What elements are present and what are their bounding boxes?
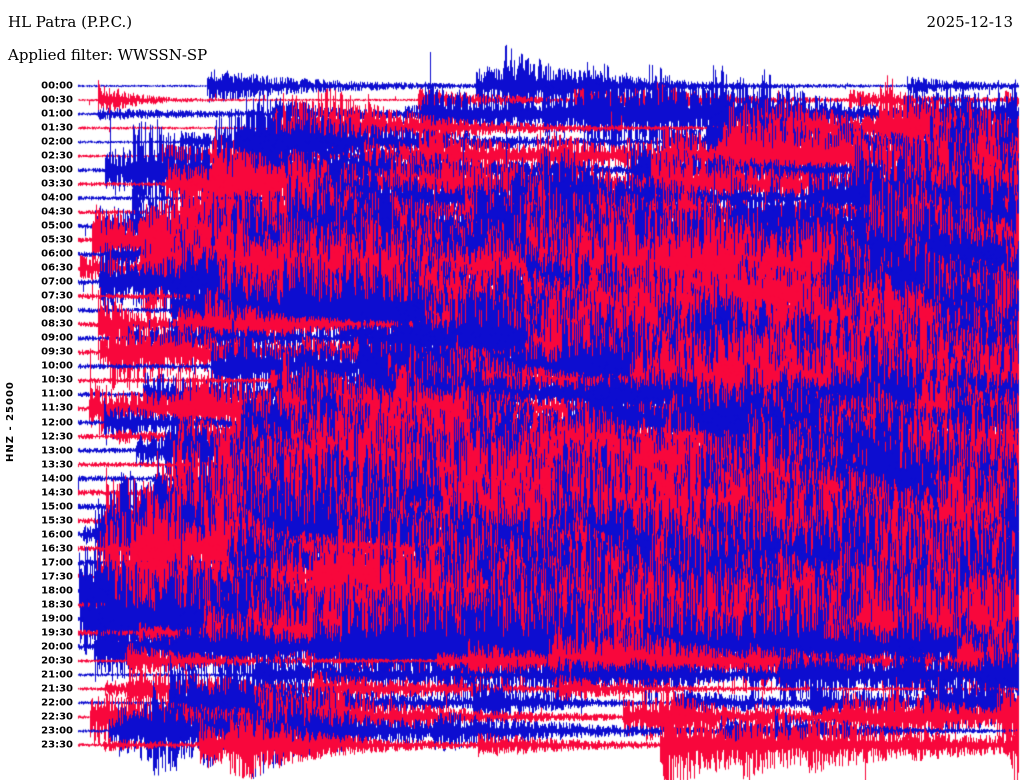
time-label: 11:00 (41, 388, 73, 400)
time-label: 08:00 (41, 304, 73, 316)
time-label: 10:00 (41, 360, 73, 372)
time-label: 04:30 (41, 206, 73, 218)
time-label: 04:00 (41, 192, 73, 204)
time-label: 07:00 (41, 276, 73, 288)
time-label: 19:00 (41, 613, 73, 625)
time-label: 05:30 (41, 234, 73, 246)
time-label: 00:30 (41, 94, 73, 106)
time-label: 17:30 (41, 571, 73, 583)
time-label: 15:00 (41, 501, 73, 513)
time-label: 11:30 (41, 402, 73, 414)
time-label: 18:00 (41, 585, 73, 597)
time-label: 16:30 (41, 543, 73, 555)
time-label: 03:00 (41, 164, 73, 176)
time-label: 19:30 (41, 627, 73, 639)
time-label: 05:00 (41, 220, 73, 232)
time-label: 22:30 (41, 711, 73, 723)
station-title: HL Patra (P.P.C.) (8, 13, 133, 31)
time-label: 23:30 (41, 739, 73, 751)
time-label: 00:00 (41, 80, 73, 92)
time-label: 22:00 (41, 697, 73, 709)
time-label: 16:00 (41, 529, 73, 541)
time-label: 21:30 (41, 683, 73, 695)
time-label: 02:30 (41, 150, 73, 162)
time-label: 07:30 (41, 290, 73, 302)
time-label: 08:30 (41, 318, 73, 330)
time-label: 02:00 (41, 136, 73, 148)
applied-filter-label: Applied filter: WWSSN-SP (8, 46, 208, 64)
time-label: 14:00 (41, 473, 73, 485)
time-label: 06:00 (41, 248, 73, 260)
time-label: 01:00 (41, 108, 73, 120)
time-label: 13:30 (41, 459, 73, 471)
time-label: 09:00 (41, 332, 73, 344)
time-label: 20:30 (41, 655, 73, 667)
time-label: 09:30 (41, 346, 73, 358)
time-label: 10:30 (41, 374, 73, 386)
time-label: 06:30 (41, 262, 73, 274)
time-label: 14:30 (41, 487, 73, 499)
channel-scale-label: HNZ - 25000 (5, 381, 16, 462)
time-label: 13:00 (41, 445, 73, 457)
time-label: 20:00 (41, 641, 73, 653)
record-date: 2025-12-13 (926, 13, 1013, 31)
time-label: 17:00 (41, 557, 73, 569)
time-label: 12:00 (41, 417, 73, 428)
time-label: 18:30 (41, 599, 73, 611)
time-label: 03:30 (41, 178, 73, 190)
time-label: 12:30 (41, 431, 73, 443)
time-label: 23:00 (41, 725, 73, 737)
time-label: 15:30 (41, 515, 73, 527)
time-label: 21:00 (41, 669, 73, 681)
time-label: 01:30 (41, 122, 73, 134)
